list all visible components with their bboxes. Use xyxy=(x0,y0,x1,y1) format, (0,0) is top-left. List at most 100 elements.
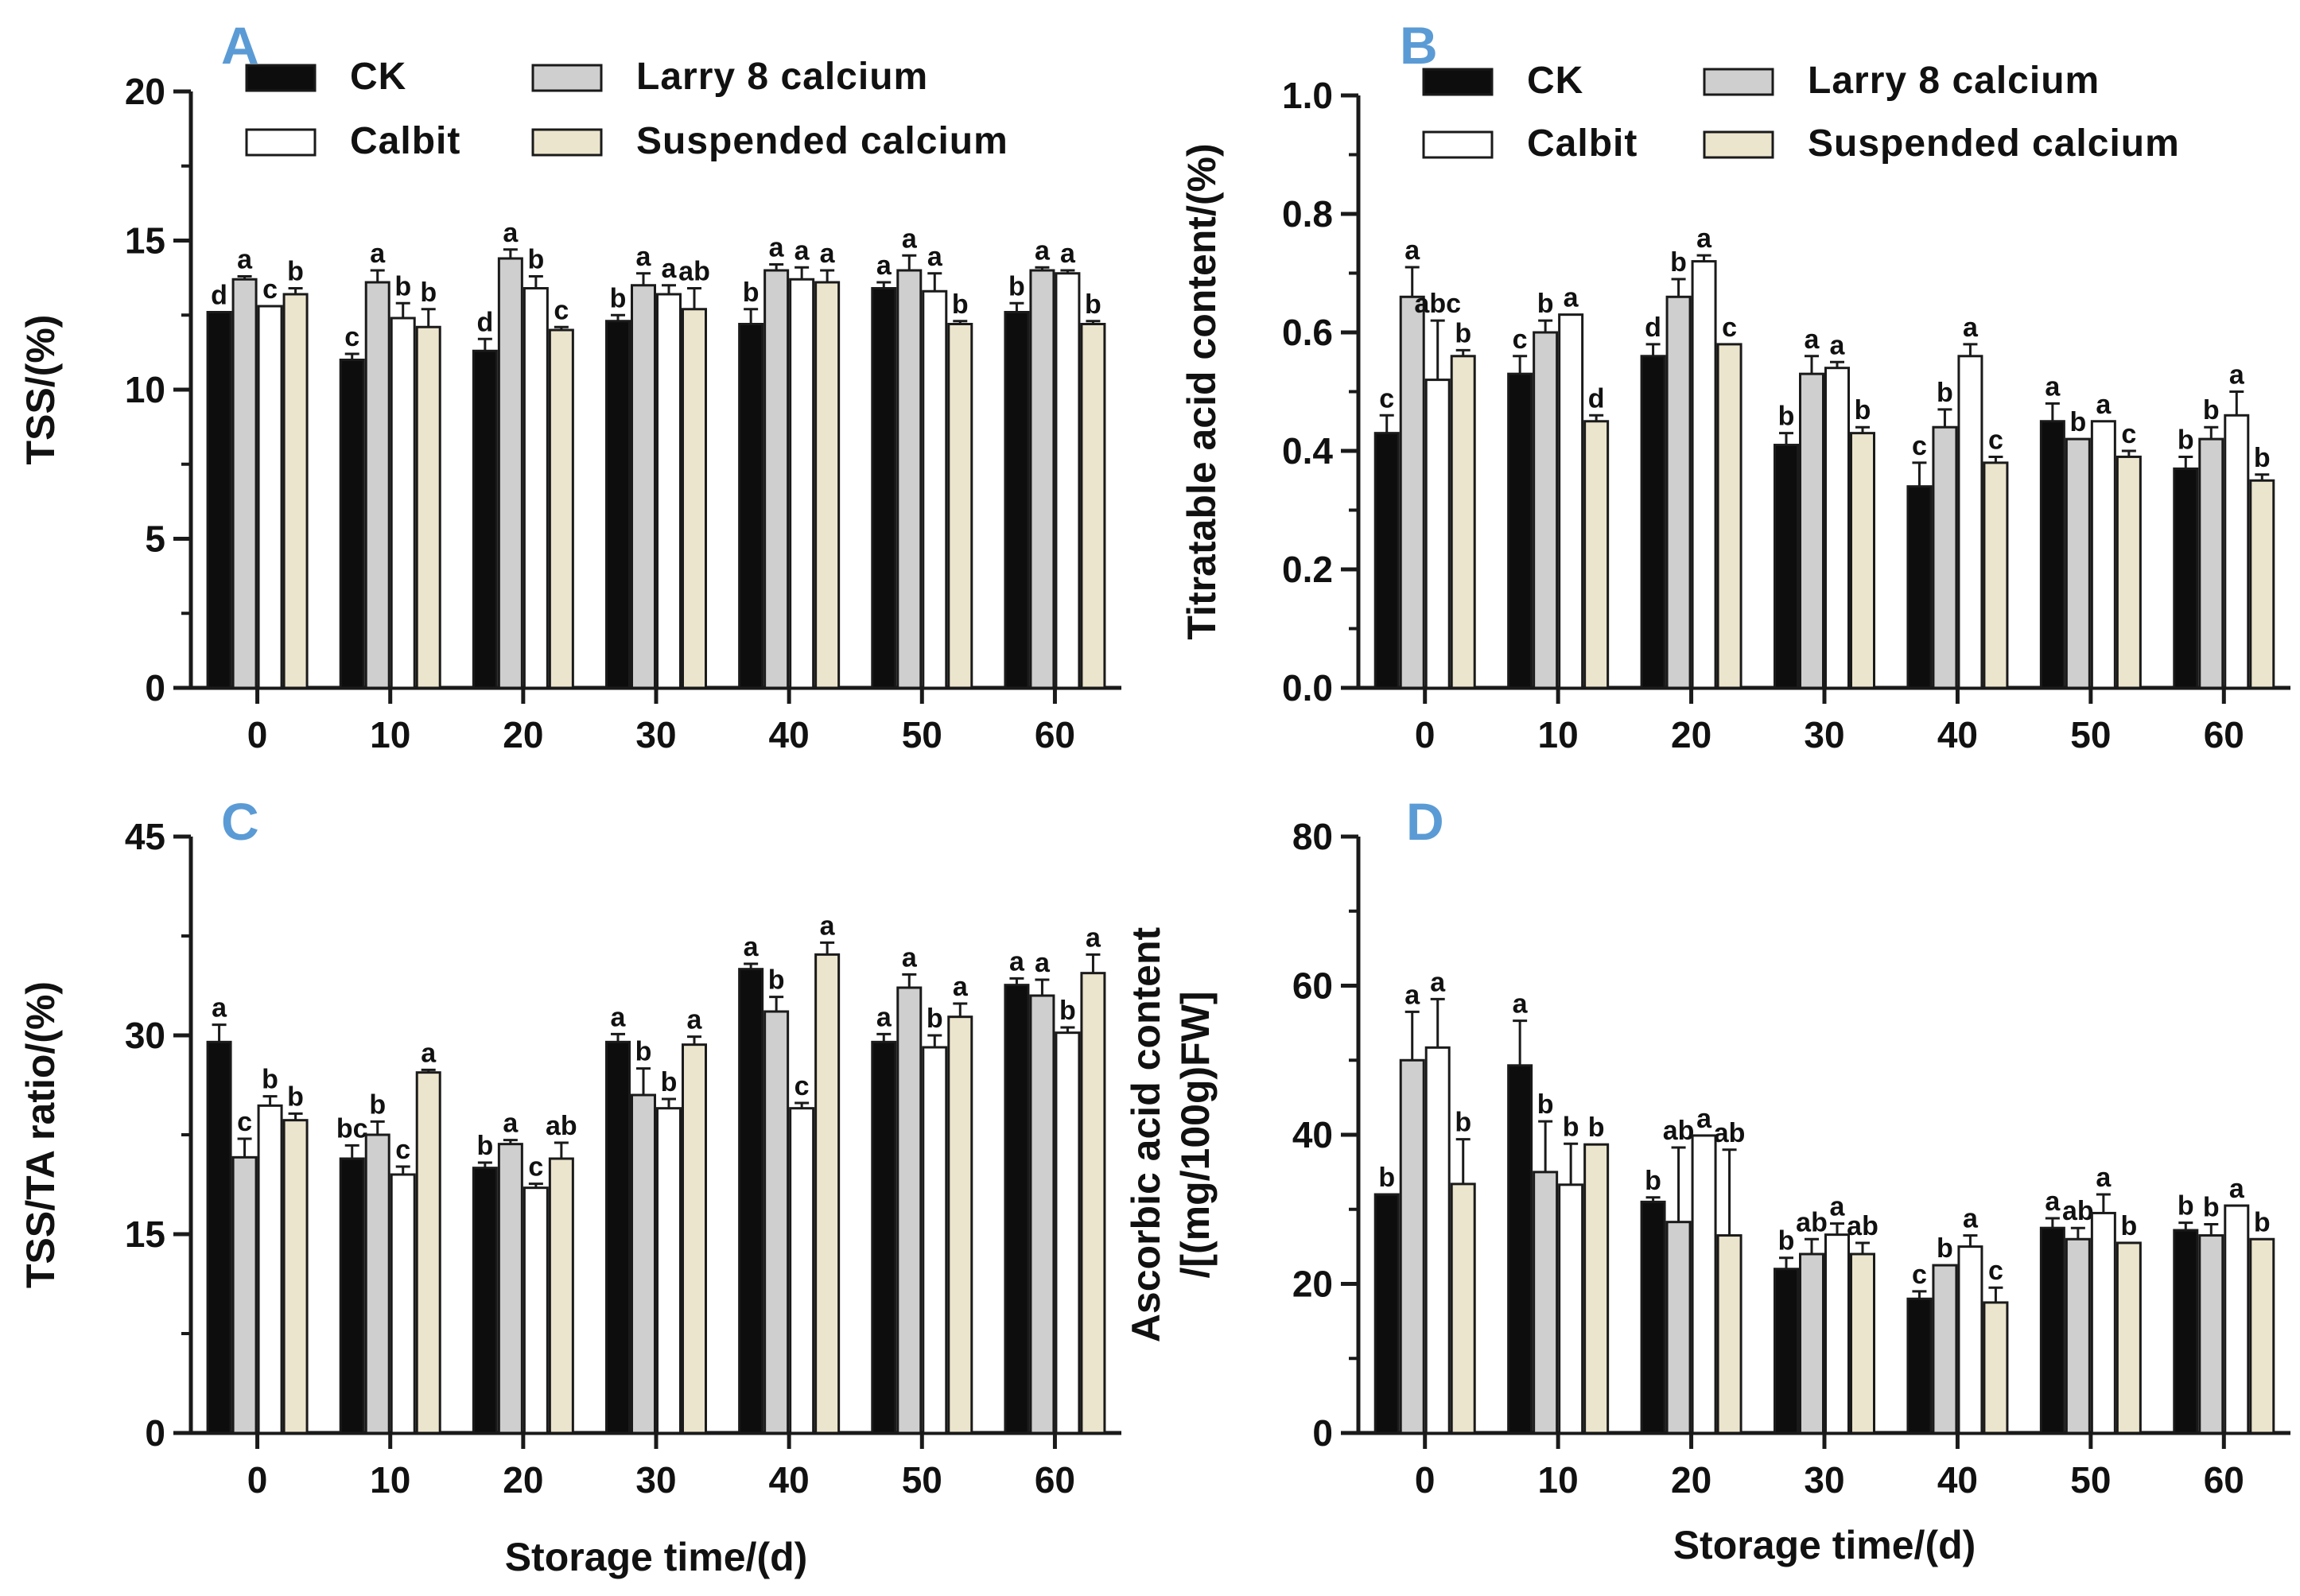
x-tick-label: 20 xyxy=(1671,714,1711,755)
bar-calbit xyxy=(2090,1211,2116,1435)
significance-letter: b xyxy=(768,965,785,996)
bar-calbit xyxy=(390,316,416,689)
bar-suspended-calcium xyxy=(1450,1182,1476,1435)
significance-letter: b xyxy=(1059,996,1076,1026)
legend-label: Suspended calcium xyxy=(636,120,1008,162)
bar-calbit xyxy=(257,1104,283,1435)
bar-suspended-calcium xyxy=(415,325,441,689)
legend-swatch xyxy=(531,128,603,157)
bar-calbit xyxy=(523,1186,549,1435)
significance-letter: d xyxy=(1588,383,1605,414)
bar-larry-8-calcium xyxy=(763,269,790,689)
x-tick-label: 20 xyxy=(503,714,543,755)
significance-letter: c xyxy=(1912,431,1927,461)
bar-suspended-calcium xyxy=(1583,420,1610,689)
significance-letter: c xyxy=(262,274,278,305)
x-tick-label: 50 xyxy=(2070,1459,2111,1501)
significance-letter: ab xyxy=(1714,1118,1746,1148)
significance-letter: b xyxy=(287,1081,304,1112)
bar-suspended-calcium xyxy=(1080,323,1106,689)
bar-calbit xyxy=(1824,367,1850,689)
significance-letter: c xyxy=(237,1107,252,1137)
significance-letter: a xyxy=(212,993,227,1023)
significance-letter: b xyxy=(287,257,304,287)
significance-letter: b xyxy=(2203,395,2220,425)
significance-letter: b xyxy=(2069,407,2086,437)
y-tick-label: 10 xyxy=(125,369,165,410)
legend-label: CK xyxy=(1527,60,1583,102)
y-axis-title-line: Ascorbic acid content xyxy=(1124,926,1168,1342)
legend-swatch xyxy=(1703,130,1774,159)
bar-ck xyxy=(206,1040,232,1435)
bar-suspended-calcium xyxy=(814,281,841,689)
bar-ck xyxy=(1906,1297,1933,1435)
bar-ck xyxy=(1507,372,1533,689)
significance-letter: b xyxy=(635,1037,652,1067)
significance-letter: ab xyxy=(678,257,710,287)
y-tick-label: 5 xyxy=(145,518,165,560)
legend-swatch xyxy=(245,64,317,92)
x-tick-label: 40 xyxy=(1937,714,1978,755)
significance-letter: b xyxy=(1378,1163,1395,1193)
bar-calbit xyxy=(1424,379,1451,689)
y-tick-label: 20 xyxy=(1292,1264,1333,1305)
x-tick-label: 30 xyxy=(635,1459,676,1501)
bar-suspended-calcium xyxy=(1716,343,1742,689)
significance-letter: c xyxy=(528,1152,543,1182)
bar-larry-8-calcium xyxy=(2065,1237,2091,1435)
significance-letter: ab xyxy=(546,1111,577,1141)
bar-suspended-calcium xyxy=(548,328,574,689)
significance-letter: a xyxy=(1696,1104,1712,1134)
legend: CK Larry 8 calcium Calbit Suspended calcium xyxy=(1422,60,2179,165)
bar-larry-8-calcium xyxy=(1399,295,1425,689)
bar-calbit xyxy=(2224,414,2250,689)
significance-letter: b xyxy=(2203,1193,2220,1223)
bar-larry-8-calcium xyxy=(364,281,390,689)
legend-swatch xyxy=(1422,68,1494,96)
significance-letter: b xyxy=(1855,395,1871,425)
bar-larry-8-calcium xyxy=(1533,1171,1559,1435)
bar-calbit xyxy=(2090,420,2116,689)
bar-suspended-calcium xyxy=(1716,1234,1742,1435)
bar-larry-8-calcium xyxy=(1932,1264,1958,1435)
bar-larry-8-calcium xyxy=(1533,331,1559,689)
significance-letter: a xyxy=(1830,1192,1846,1222)
significance-letter: a xyxy=(636,242,652,272)
y-tick-label: 80 xyxy=(1292,816,1333,857)
x-axis-title: Storage time/(d) xyxy=(1673,1523,1976,1567)
significance-letter: a xyxy=(1805,324,1820,355)
significance-letter: b xyxy=(1778,1226,1795,1256)
significance-letter: a xyxy=(1009,946,1025,977)
bar-suspended-calcium xyxy=(682,308,707,689)
significance-letter: b xyxy=(1937,378,1953,408)
significance-letter: c xyxy=(1379,383,1394,414)
significance-letter: b xyxy=(394,271,411,301)
y-axis-title: TSS/(%) xyxy=(18,315,63,465)
legend-swatch xyxy=(245,128,317,157)
bar-ck xyxy=(472,349,498,689)
significance-letter: a xyxy=(1696,223,1712,254)
legend-label: CK xyxy=(350,56,406,98)
x-tick-label: 60 xyxy=(2204,1459,2244,1501)
significance-letter: a xyxy=(503,218,519,248)
significance-letter: ab xyxy=(2062,1196,2094,1226)
y-axis-title-line: /[(mg/100g)FW] xyxy=(1173,991,1218,1278)
bar-larry-8-calcium xyxy=(1029,994,1055,1435)
bar-calbit xyxy=(656,1107,682,1435)
significance-letter: b xyxy=(2120,1211,2137,1241)
y-tick-label: 45 xyxy=(125,816,165,857)
significance-letter: a xyxy=(1430,967,1446,997)
significance-letter: a xyxy=(769,233,785,263)
y-tick-label: 0.6 xyxy=(1282,312,1333,353)
y-tick-label: 0.0 xyxy=(1282,667,1333,709)
significance-letter: a xyxy=(953,972,969,1002)
bar-ck xyxy=(1004,984,1030,1435)
bar-ck xyxy=(472,1167,498,1435)
significance-letter: a xyxy=(2096,1163,2112,1193)
legend-swatch xyxy=(531,64,603,92)
bar-ck xyxy=(1640,355,1666,689)
significance-letter: a xyxy=(744,932,760,962)
significance-letter: a xyxy=(2229,360,2245,390)
